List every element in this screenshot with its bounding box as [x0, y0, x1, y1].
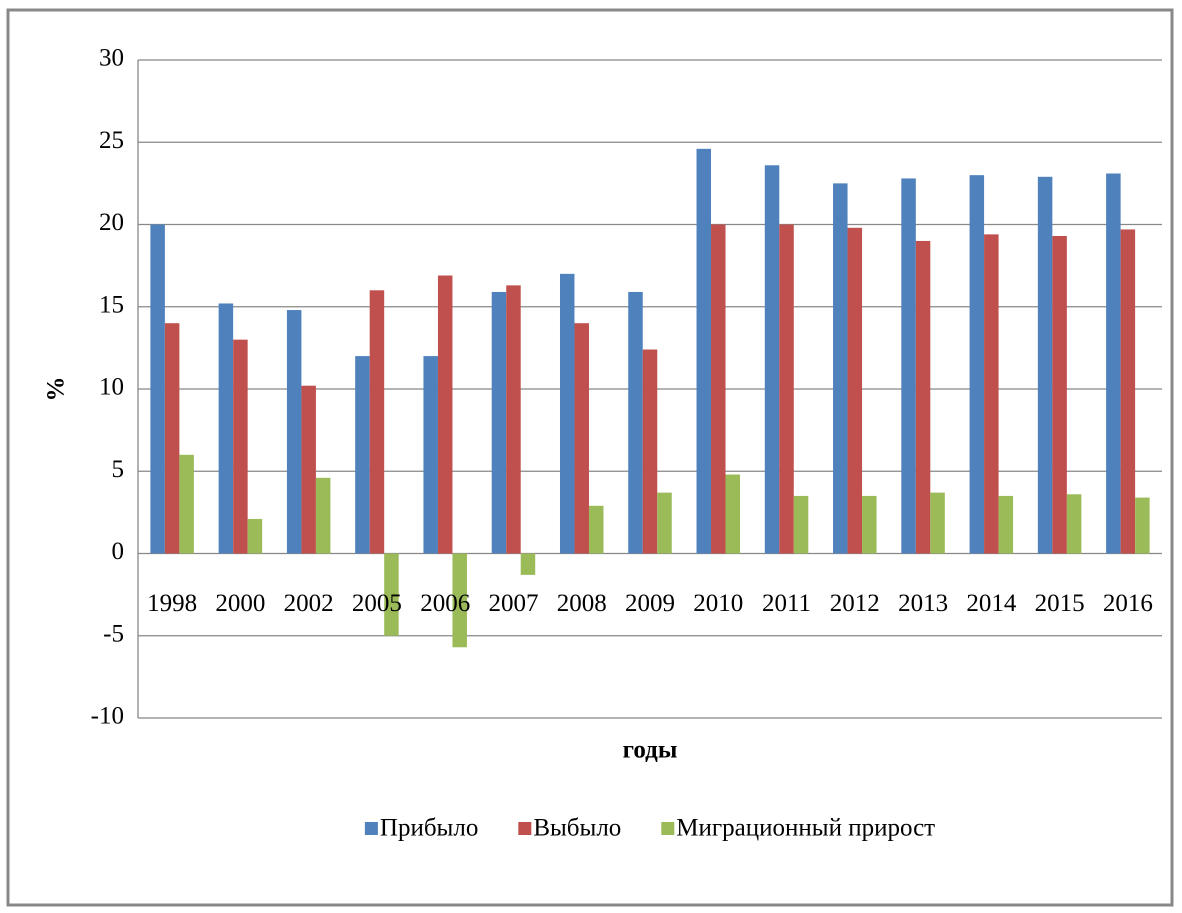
- bar: [642, 349, 658, 554]
- y-axis-label: %: [43, 377, 70, 402]
- x-tick-label: 2005: [352, 590, 402, 617]
- bar: [696, 148, 712, 554]
- legend-label: Миграционный прирост: [676, 815, 935, 842]
- bar: [355, 356, 370, 554]
- x-axis-label: годы: [623, 737, 678, 764]
- bar: [969, 175, 985, 554]
- x-tick-label: 2008: [557, 590, 607, 617]
- bar: [452, 553, 467, 648]
- x-tick-label: 2006: [420, 590, 470, 617]
- bar: [437, 275, 453, 554]
- bar: [1120, 229, 1136, 554]
- y-tick-label: 15: [99, 291, 124, 318]
- bar: [901, 178, 916, 554]
- bar: [930, 492, 945, 554]
- x-tick-label: 2013: [898, 590, 948, 617]
- bar: [793, 495, 809, 554]
- bar: [247, 518, 263, 554]
- bar: [1066, 494, 1082, 554]
- y-tick-label: 10: [99, 374, 124, 401]
- bar: [574, 323, 589, 554]
- x-tick-label: 2015: [1035, 590, 1085, 617]
- x-tick-label: 2010: [693, 590, 743, 617]
- bar: [764, 165, 780, 554]
- bar: [315, 477, 331, 554]
- x-tick-label: 1998: [147, 590, 197, 617]
- bar: [150, 224, 165, 554]
- bar: [559, 273, 575, 554]
- x-tick-label: 2016: [1103, 590, 1153, 617]
- legend-label: Выбыло: [533, 815, 621, 842]
- bar: [369, 290, 385, 554]
- bar: [423, 356, 438, 554]
- y-tick-label: -5: [103, 620, 124, 647]
- bar: [984, 234, 999, 554]
- x-tick-label: 2011: [762, 590, 811, 617]
- bar: [711, 224, 726, 554]
- bar: [862, 495, 877, 554]
- y-tick-label: 20: [99, 209, 124, 236]
- bar: [233, 339, 248, 554]
- bar: [998, 495, 1014, 554]
- bar: [491, 291, 507, 554]
- x-tick-label: 2002: [284, 590, 334, 617]
- bar: [779, 224, 794, 554]
- y-tick-label: 0: [112, 538, 125, 565]
- bar: [286, 310, 302, 554]
- bar: [179, 454, 194, 554]
- bar: [833, 183, 848, 554]
- bar: [1106, 173, 1121, 554]
- x-tick-label: 2012: [830, 590, 880, 617]
- bar: [506, 285, 521, 554]
- legend-swatch: [518, 822, 532, 835]
- bar: [1135, 497, 1150, 554]
- bar: [657, 492, 672, 554]
- bar: [628, 291, 643, 554]
- x-tick-label: 2014: [966, 590, 1017, 617]
- bar: [1052, 236, 1067, 554]
- bar: [1037, 176, 1053, 554]
- bar: [218, 303, 234, 554]
- legend-swatch: [661, 822, 675, 835]
- x-tick-label: 2007: [488, 590, 538, 617]
- bar: [520, 553, 536, 575]
- bar: [915, 240, 931, 554]
- y-tick-label: 30: [99, 45, 124, 72]
- y-tick-label: 25: [99, 127, 124, 154]
- bar: [725, 474, 741, 554]
- bar: [164, 323, 180, 554]
- y-tick-label: -10: [91, 703, 124, 730]
- bar: [301, 385, 316, 554]
- y-tick-label: 5: [112, 456, 125, 483]
- bar: [588, 505, 604, 554]
- legend-swatch: [364, 822, 378, 835]
- bar: [847, 227, 863, 554]
- legend-label: Прибыло: [380, 815, 478, 842]
- bar: [384, 553, 399, 636]
- x-tick-label: 2000: [215, 590, 265, 617]
- x-tick-label: 2009: [625, 590, 675, 617]
